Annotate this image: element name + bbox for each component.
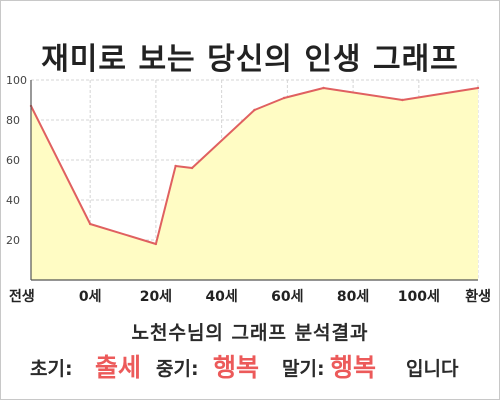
life-area-fill <box>31 88 478 280</box>
late-value: 행복 <box>330 353 377 382</box>
y-tick-labels: 20 40 60 80 100 <box>6 74 27 247</box>
data-point <box>476 86 480 90</box>
x-tick-label: 60세 <box>271 289 303 305</box>
data-point <box>88 222 92 226</box>
data-point <box>282 96 286 100</box>
late-label: 말기: <box>282 358 325 380</box>
early-label: 초기: <box>30 358 73 380</box>
x-tick-label: 100세 <box>398 289 440 305</box>
x-tick-label: 환생 <box>465 288 491 305</box>
x-tick-labels: 전생 0세 20세 40세 60세 80세 100세 환생 <box>9 288 491 305</box>
y-tick-label: 100 <box>6 74 27 87</box>
y-tick-label: 20 <box>6 234 20 247</box>
data-point <box>190 166 194 170</box>
early-value: 출세 <box>95 353 142 382</box>
data-point <box>253 108 256 112</box>
mid-label: 중기: <box>156 358 199 380</box>
ending-text: 입니다 <box>406 358 459 380</box>
y-tick-label: 60 <box>6 154 20 167</box>
chart-title: 재미로 보는 당신의 인생 그래프 <box>41 42 459 77</box>
data-point <box>174 164 177 168</box>
data-point <box>154 242 158 246</box>
data-point <box>322 86 325 90</box>
mid-value: 행복 <box>213 353 260 382</box>
analysis-heading: 노천수님의 그래프 분석결과 <box>131 322 369 344</box>
analysis-result: 초기: 출세 중기: 행복 말기: 행복 입니다 <box>0 348 500 382</box>
axes <box>29 80 480 281</box>
x-tick-label: 0세 <box>79 289 102 305</box>
y-tick-label: 40 <box>6 194 20 207</box>
life-series-line <box>30 87 479 245</box>
x-tick-label: 40세 <box>205 289 237 305</box>
x-tick-label: 20세 <box>140 289 172 305</box>
data-point <box>401 98 404 102</box>
x-tick-label: 전생 <box>9 288 35 305</box>
y-tick-label: 80 <box>6 114 20 127</box>
x-tick-label: 80세 <box>337 289 369 305</box>
